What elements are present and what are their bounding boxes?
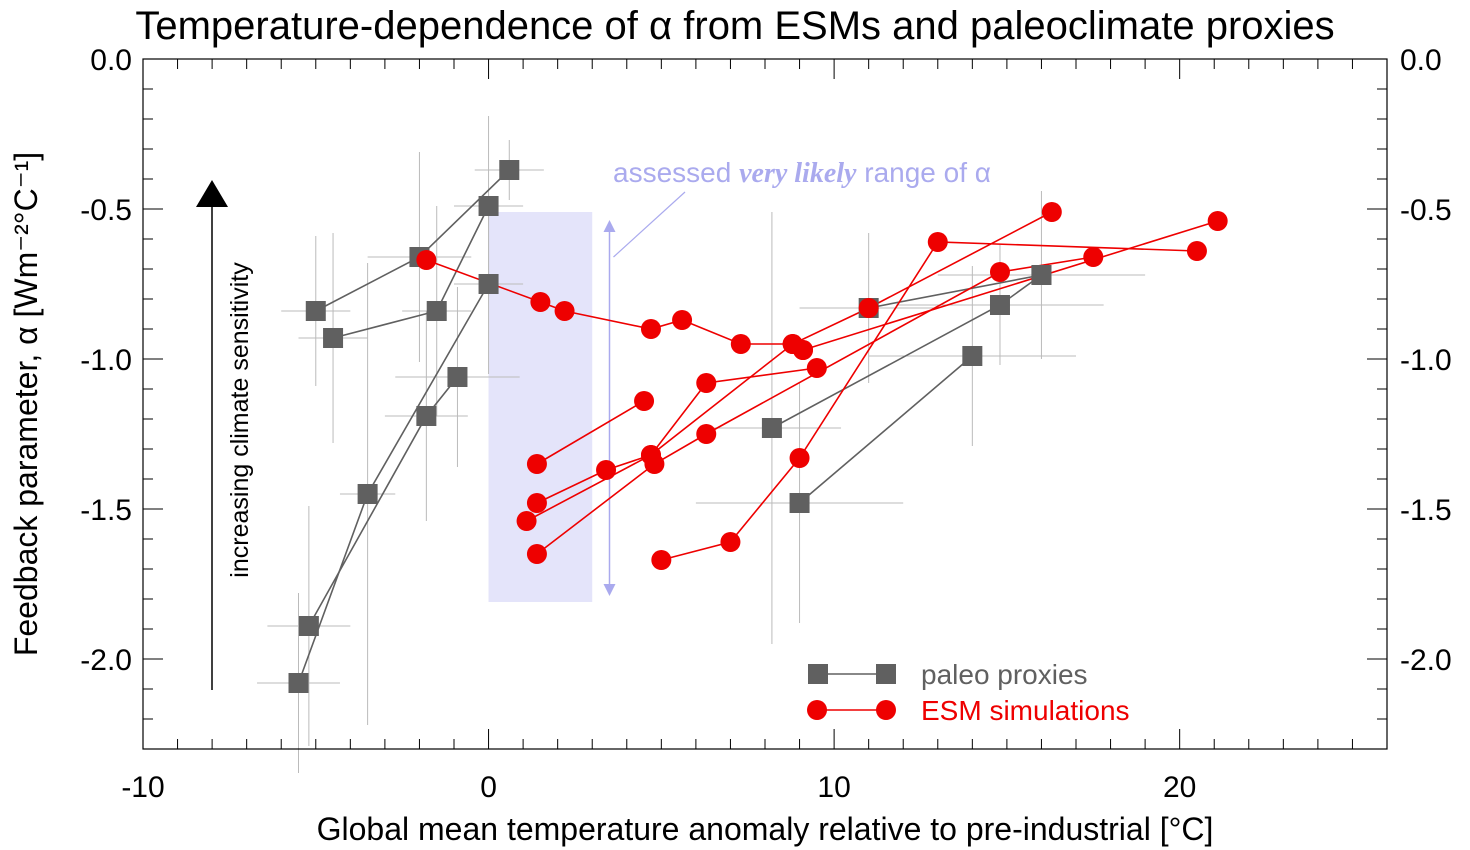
x-axis-title: Global mean temperature anomaly relative… — [317, 811, 1214, 847]
y-tick-label-left: -2.0 — [80, 644, 132, 677]
esm-point — [927, 232, 948, 252]
range-label-suffix: range of α — [856, 157, 991, 188]
esm-point — [526, 454, 547, 474]
paleo-point — [426, 301, 447, 321]
esm-point — [526, 493, 547, 513]
y-tick-label-left: -0.5 — [80, 194, 132, 227]
x-tick-label: 20 — [1163, 771, 1196, 804]
esm-point — [640, 319, 661, 339]
paleo-point — [305, 301, 326, 321]
y-tick-label-left: -1.0 — [80, 344, 132, 377]
x-tick-label: 10 — [817, 771, 850, 804]
esm-point — [696, 373, 717, 393]
assessed-range-arrow-up-head — [603, 220, 616, 232]
assessed-range-leader-line — [613, 191, 686, 258]
paleo-point — [1031, 265, 1052, 285]
esm-point — [1186, 241, 1207, 261]
legend-paleo-label: paleo proxies — [921, 659, 1088, 690]
paleo-point — [789, 493, 810, 513]
y-tick-label-right: -1.5 — [1400, 494, 1452, 527]
assessed-range-label: assessed very likely range of α — [613, 157, 991, 189]
legend-paleo-marker — [808, 664, 828, 684]
legend-esm-marker — [876, 700, 896, 720]
esm-series-line — [526, 367, 817, 522]
esm-point — [858, 298, 879, 318]
esm-point — [989, 262, 1010, 282]
y-tick-label-left: -1.5 — [80, 494, 132, 527]
range-label-prefix: assessed — [613, 157, 739, 188]
assessed-range-layer: assessed very likely range of α — [488, 157, 991, 602]
esm-point — [416, 250, 437, 270]
y-tick-label-right: -1.0 — [1400, 344, 1452, 377]
legend: paleo proxies ESM simulations — [807, 659, 1130, 726]
tick-label-layer: -10 0 10 20 0.0 0.0 -0.5 -0.5 -1.0 -1.0 -1.5 -1.5 -2… — [80, 44, 1451, 804]
chart-title: Temperature-dependence of α from ESMs an… — [135, 4, 1335, 48]
esm-point — [1041, 202, 1062, 222]
sensitivity-arrow-group: increasing climate sensitivity — [196, 180, 254, 690]
esm-point — [530, 292, 551, 312]
assessed-range-band — [488, 212, 593, 602]
y-tick-label-left: 0.0 — [90, 44, 132, 77]
y-tick-label-right: -2.0 — [1400, 644, 1452, 677]
esm-point — [1083, 247, 1104, 267]
esm-point — [554, 301, 575, 321]
x-tick-label: -10 — [121, 771, 164, 804]
paleo-point — [499, 160, 520, 180]
esm-point — [730, 334, 751, 354]
paleo-point — [288, 673, 309, 693]
esm-point — [806, 358, 827, 378]
paleo-point — [989, 295, 1010, 315]
paleo-point — [478, 196, 499, 216]
x-tick-label: 0 — [480, 771, 497, 804]
sensitivity-arrow-label: increasing climate sensitivity — [226, 262, 254, 578]
y-tick-label-right: 0.0 — [1400, 44, 1442, 77]
esm-series-line — [661, 241, 1197, 561]
esm-point — [789, 448, 810, 468]
esm-point — [1207, 211, 1228, 231]
assessed-range-arrow-down-head — [603, 584, 616, 596]
sensitivity-arrow-head-icon — [196, 180, 228, 207]
esm-point — [651, 550, 672, 570]
paleo-series-line — [868, 274, 1042, 309]
legend-esm-label: ESM simulations — [921, 695, 1130, 726]
esm-point — [672, 310, 693, 330]
esm-point — [516, 511, 537, 531]
paleo-point — [416, 406, 437, 426]
series-markers-layer — [288, 160, 1228, 693]
esm-series-line — [536, 400, 645, 465]
paleo-series-line — [799, 355, 973, 504]
paleo-point — [323, 328, 344, 348]
esm-series-line — [802, 220, 1218, 351]
y-tick-label-right: -0.5 — [1400, 194, 1452, 227]
esm-point — [644, 454, 665, 474]
paleo-series-line — [332, 205, 490, 339]
esm-series-line — [536, 211, 1053, 504]
legend-paleo-marker — [876, 664, 896, 684]
esm-point — [596, 460, 617, 480]
esm-point — [720, 532, 741, 552]
esm-point — [793, 340, 814, 360]
range-label-emphasis: very likely — [739, 158, 857, 189]
paleo-point — [447, 367, 468, 387]
paleo-point — [357, 484, 378, 504]
tick-layer — [143, 59, 1387, 750]
esm-point — [634, 391, 655, 411]
paleo-point — [478, 274, 499, 294]
esm-point — [696, 424, 717, 444]
paleo-point — [298, 616, 319, 636]
esm-point — [526, 544, 547, 564]
paleo-point — [962, 346, 983, 366]
y-axis-title: Feedback parameter, α [Wm⁻²°C⁻¹] — [8, 152, 44, 656]
paleo-point — [761, 418, 782, 438]
legend-esm-marker — [807, 700, 827, 720]
